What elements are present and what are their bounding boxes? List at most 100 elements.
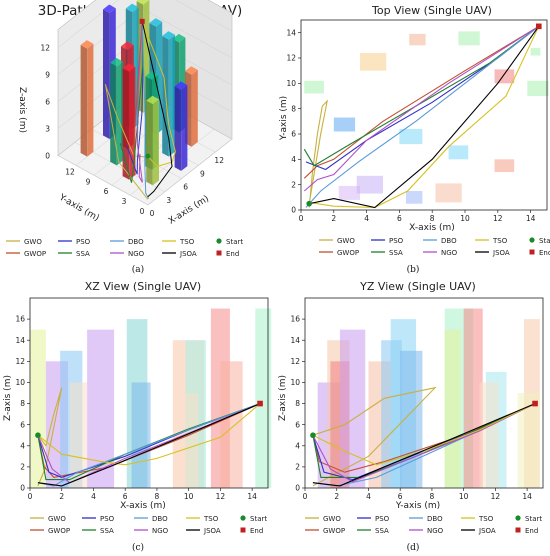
obstacle [448, 145, 469, 160]
obstacle [400, 350, 423, 488]
y-tick-label: 14 [290, 336, 300, 345]
x-tick-label: 14 [247, 492, 257, 501]
start-point [35, 432, 41, 439]
obstacle [494, 69, 515, 84]
legend-label: JSOA [492, 249, 510, 257]
legend-item-jsoa: JSOA [461, 527, 496, 535]
obstacle-face [125, 3, 139, 13]
legend-3d: GWO PSO DBO TSO Start GWOP SSA NGO JSOA End [6, 238, 243, 258]
panel-xz-view: XZ View (Single UAV) 0 2 4 6 8 10 12 14 0 2 4 6 8 10 1… [3, 280, 272, 553]
series-gwop [37, 403, 261, 478]
legend-item-gwop: GWOP [305, 527, 345, 535]
grid-line [141, 8, 233, 59]
y-tick-label: 4 [291, 155, 296, 164]
legend-label: Start [539, 237, 550, 245]
obstacle-prism [174, 81, 188, 171]
caption-d: (d) [407, 542, 420, 553]
z-axis-label: Z-axis (m) [17, 87, 27, 133]
y-tick-label: 0 [291, 206, 296, 215]
grid-line [57, 0, 119, 48]
legend-label: DBO [128, 238, 144, 246]
legend-label: GWO [24, 238, 42, 246]
y-tick-label: 2 [295, 462, 300, 471]
start-marker-icon [216, 238, 222, 244]
obstacle-face [185, 66, 198, 75]
obstacle-face [136, 0, 150, 5]
plot-yz: 0 2 4 6 8 10 12 14 0 2 4 6 8 10 12 14 16 [290, 297, 544, 501]
end-marker-icon [515, 527, 521, 533]
y-tick-label: 2 [20, 462, 25, 471]
x-tick-label: 6 [397, 214, 402, 223]
obstacle-face [87, 43, 94, 157]
chart-title-yz: YZ View (Single UAV) [359, 280, 476, 293]
legend-label: JSOA [203, 527, 221, 535]
legend-item-gwop: GWOP [6, 250, 46, 258]
obstacle-face [80, 45, 88, 157]
series-gwop [303, 25, 540, 179]
legend-label: GWO [337, 237, 355, 245]
x-axis-label-yz: Y-axis (m) [395, 501, 440, 511]
x-tick-label: 6 [183, 183, 188, 192]
legend-yz: GWO PSO DBO TSO Start GWOP SSA NGO JSOA End [305, 515, 542, 535]
x-axis-label-xz: X-axis (m) [120, 501, 166, 511]
legend-item-dbo: DBO [423, 237, 457, 245]
x-tick-label: 0 [28, 492, 33, 501]
y-tick-label: 9 [86, 177, 91, 186]
x-tick-label: 9 [200, 169, 205, 178]
legend-item-ngo: NGO [134, 527, 169, 535]
series-ngo [303, 25, 540, 192]
y-tick-label: 10 [286, 79, 296, 88]
legend-item-ssa: SSA [371, 249, 403, 257]
end-marker-icon [216, 250, 222, 256]
legend-label: GWOP [48, 527, 70, 535]
series-ngo [312, 403, 536, 483]
x-tick-label: 14 [526, 214, 536, 223]
obstacle-face [181, 85, 188, 171]
legend-label: NGO [427, 527, 444, 535]
start-point [306, 200, 312, 207]
legend-label: TSO [179, 238, 195, 246]
end-marker-icon [240, 527, 246, 533]
legend-label: NGO [128, 250, 145, 258]
y-tick-label: 6 [104, 187, 109, 196]
obstacle-face [149, 18, 163, 27]
legend-label: End [226, 250, 239, 258]
obstacle [405, 191, 423, 204]
x-tick-label: 12 [493, 214, 503, 223]
legend-label: TSO [203, 515, 219, 523]
y-tick-label: 12 [15, 357, 25, 366]
y-tick-label: 6 [295, 420, 300, 429]
legend-item-ssa: SSA [58, 250, 90, 258]
grid-line [147, 138, 233, 206]
plot-frame [29, 297, 269, 489]
y-axis-label: Y-axis (m) [56, 192, 100, 223]
legend-label: DBO [152, 515, 168, 523]
z-tick-label: 0 [45, 152, 50, 161]
end-point [532, 400, 538, 407]
obstacle [339, 329, 366, 488]
legend-item-ssa: SSA [82, 527, 114, 535]
obstacle [444, 329, 461, 488]
legend-label: End [250, 527, 263, 535]
legend-label: SSA [389, 249, 403, 257]
x-tick-label: 6 [398, 492, 403, 501]
obstacle [527, 80, 549, 96]
legend-label: GWO [323, 515, 341, 523]
series-jsoa [309, 25, 540, 209]
legend-item-tso: TSO [186, 515, 219, 523]
path-jsoa [141, 21, 173, 198]
plot-frame [300, 19, 548, 211]
legend-item-gwo: GWO [6, 238, 42, 246]
y-tick-label: 16 [15, 315, 25, 324]
legend-item-dbo: DBO [110, 238, 144, 246]
obstacle-face [103, 4, 116, 13]
legend-item-dbo: DBO [409, 515, 443, 523]
obstacle [360, 52, 387, 71]
legend-label: End [525, 527, 538, 535]
legend-label: PSO [100, 515, 115, 523]
path-ngo [136, 21, 143, 183]
y-tick-label: 6 [291, 130, 296, 139]
x-tick-label: 6 [123, 492, 128, 501]
legend-item-start: Start [515, 515, 542, 523]
y-tick-label: 12 [290, 357, 300, 366]
